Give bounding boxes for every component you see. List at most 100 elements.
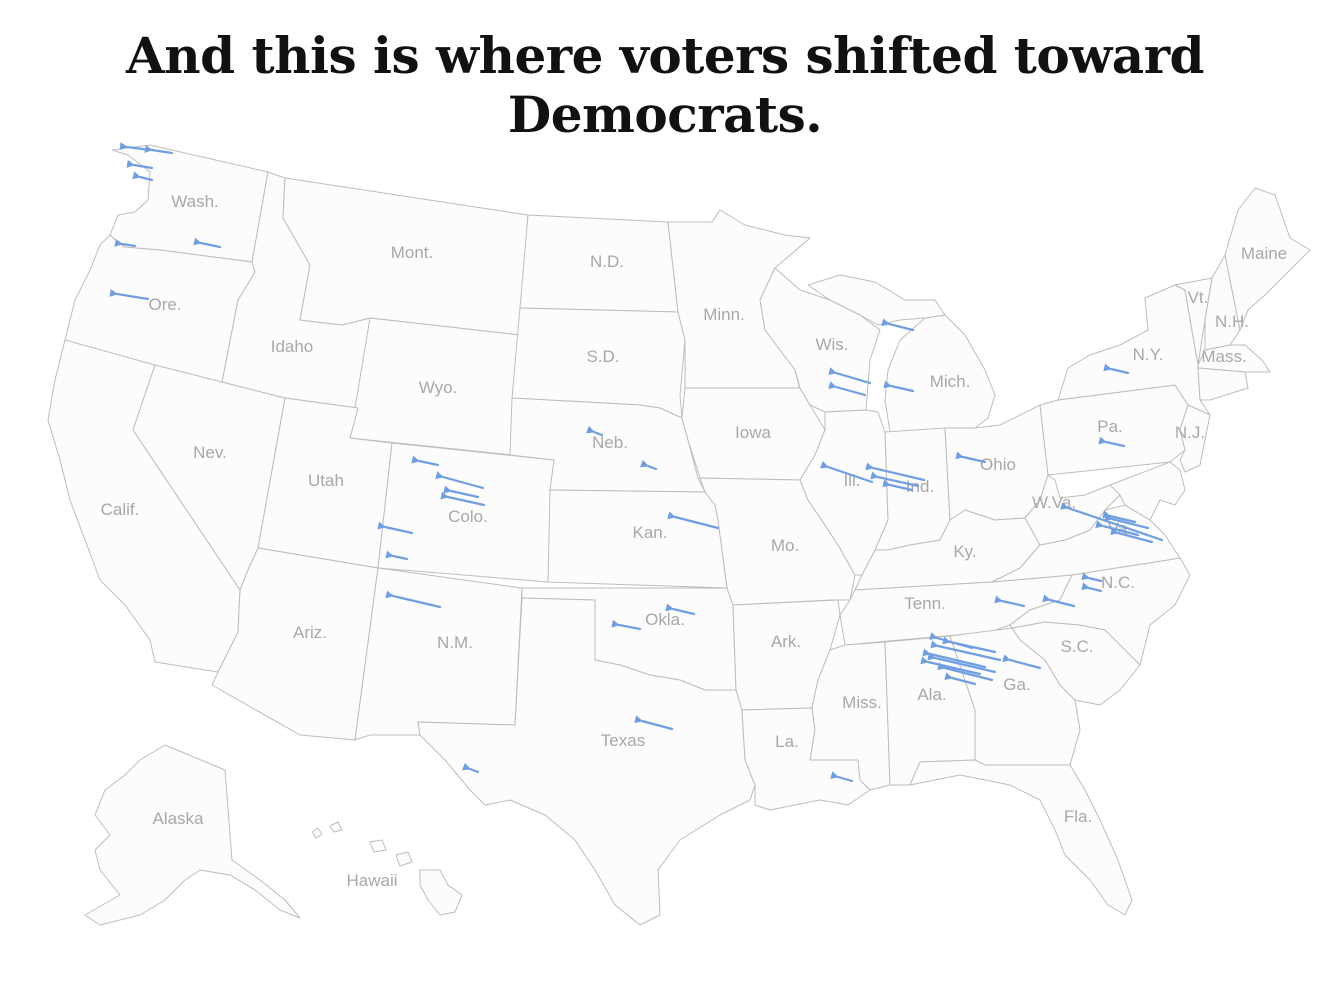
state-label-al: Ala. bbox=[917, 685, 946, 704]
state-label-ky: Ky. bbox=[953, 542, 976, 561]
state-label-co: Colo. bbox=[448, 507, 488, 526]
shift-arrow bbox=[385, 550, 409, 561]
state-label-wa: Wash. bbox=[171, 192, 219, 211]
state-shape-fl bbox=[909, 759, 1133, 916]
shift-arrow bbox=[830, 771, 854, 783]
shift-arrow bbox=[667, 511, 720, 530]
shift-arrow bbox=[126, 159, 154, 170]
state-label-nv: Nev. bbox=[193, 443, 227, 462]
state-shape-hi-2 bbox=[329, 821, 343, 833]
shift-arrow bbox=[1104, 513, 1150, 530]
shift-arrow bbox=[462, 762, 480, 774]
shift-arrow bbox=[883, 380, 915, 393]
state-label-mn: Minn. bbox=[703, 305, 745, 324]
state-label-ia: Iowa bbox=[735, 423, 771, 442]
state-label-ma: Mass. bbox=[1201, 347, 1246, 366]
shift-arrow bbox=[1110, 527, 1154, 544]
state-shape-ct bbox=[1197, 367, 1249, 401]
shift-arrow bbox=[881, 318, 915, 332]
shift-arrow bbox=[882, 479, 914, 492]
shift-arrow bbox=[440, 491, 486, 507]
shift-arrow bbox=[132, 171, 154, 182]
shift-arrow bbox=[994, 595, 1026, 608]
shift-arrow bbox=[634, 715, 674, 731]
state-shape-mi-upper bbox=[807, 274, 946, 326]
state-label-fl: Fla. bbox=[1064, 807, 1092, 826]
shift-arrow bbox=[435, 471, 485, 490]
shift-arrow bbox=[870, 471, 920, 488]
shift-arrow bbox=[937, 662, 994, 682]
shift-arrow bbox=[828, 381, 867, 397]
shift-arrow bbox=[1060, 501, 1164, 542]
state-label-tn: Tenn. bbox=[904, 594, 946, 613]
state-label-nm: N.M. bbox=[437, 633, 473, 652]
state-label-id: Idaho bbox=[271, 337, 314, 356]
shift-arrow bbox=[828, 367, 872, 385]
shift-arrow bbox=[586, 425, 604, 437]
state-shape-nm bbox=[354, 567, 523, 741]
shift-arrow bbox=[114, 238, 137, 248]
state-label-wi: Wis. bbox=[815, 335, 848, 354]
state-label-ms: Miss. bbox=[842, 693, 882, 712]
headline: And this is where voters shifted toward … bbox=[125, 26, 1205, 144]
shift-arrow bbox=[922, 648, 987, 669]
shift-arrow bbox=[820, 460, 874, 484]
state-label-ca: Calif. bbox=[101, 500, 140, 519]
state-label-tx: Texas bbox=[601, 731, 645, 750]
state-label-mt: Mont. bbox=[391, 243, 434, 262]
shift-arrow bbox=[930, 640, 1002, 662]
state-shape-vt bbox=[1174, 277, 1213, 366]
shift-arrow bbox=[865, 462, 926, 482]
state-shape-hi-3 bbox=[369, 839, 387, 853]
state-label-or: Ore. bbox=[148, 295, 181, 314]
state-label-ak: Alaska bbox=[152, 809, 204, 828]
shift-arrow bbox=[1081, 582, 1103, 593]
shift-arrow bbox=[665, 603, 696, 616]
state-label-ne: Neb. bbox=[592, 433, 628, 452]
shift-arrow bbox=[411, 455, 440, 467]
state-label-hi: Hawaii bbox=[346, 871, 397, 890]
state-shape-nj bbox=[1179, 404, 1211, 473]
state-label-ny: N.Y. bbox=[1133, 345, 1164, 364]
shift-arrow bbox=[927, 652, 997, 674]
shift-arrow bbox=[640, 459, 658, 471]
shift-arrow bbox=[385, 590, 442, 609]
shift-arrow bbox=[443, 485, 480, 499]
state-label-sc: S.C. bbox=[1060, 637, 1093, 656]
shift-arrow bbox=[377, 521, 414, 535]
state-shape-hi-4 bbox=[395, 851, 413, 867]
shift-arrow bbox=[944, 672, 977, 686]
state-label-nh: N.H. bbox=[1215, 312, 1249, 331]
state-label-oh: Ohio bbox=[980, 455, 1016, 474]
state-label-mi: Mich. bbox=[930, 372, 971, 391]
state-label-ga: Ga. bbox=[1003, 675, 1030, 694]
state-label-ks: Kan. bbox=[633, 523, 668, 542]
shift-arrow bbox=[942, 636, 997, 654]
state-shape-il bbox=[799, 409, 889, 576]
state-label-pa: Pa. bbox=[1097, 417, 1123, 436]
state-label-nj: N.J. bbox=[1175, 423, 1205, 442]
state-label-nd: N.D. bbox=[590, 252, 624, 271]
state-label-ar: Ark. bbox=[771, 632, 801, 651]
state-label-in: Ind. bbox=[906, 477, 934, 496]
state-label-sd: S.D. bbox=[586, 347, 619, 366]
state-label-nc: N.C. bbox=[1101, 573, 1135, 592]
shift-arrow bbox=[193, 237, 222, 249]
state-shape-ak bbox=[84, 744, 301, 926]
shift-arrow bbox=[955, 451, 987, 464]
state-label-me: Maine bbox=[1241, 244, 1287, 263]
shift-arrow bbox=[1095, 520, 1140, 537]
state-shape-md bbox=[1109, 461, 1186, 521]
state-shape-me bbox=[1224, 187, 1311, 331]
shift-arrow bbox=[1103, 363, 1130, 375]
state-label-ok: Okla. bbox=[645, 610, 685, 629]
shift-arrow bbox=[1002, 654, 1042, 670]
shift-arrow bbox=[611, 619, 642, 631]
state-label-vt: Vt. bbox=[1188, 288, 1209, 307]
shift-arrow bbox=[1102, 510, 1137, 524]
state-shape-hi-5 bbox=[419, 869, 463, 916]
state-labels: Wash. Ore. Calif. Nev. Idaho Mont. Wyo. … bbox=[101, 192, 1288, 890]
shift-arrow bbox=[1098, 436, 1126, 448]
shift-arrow bbox=[920, 656, 982, 676]
